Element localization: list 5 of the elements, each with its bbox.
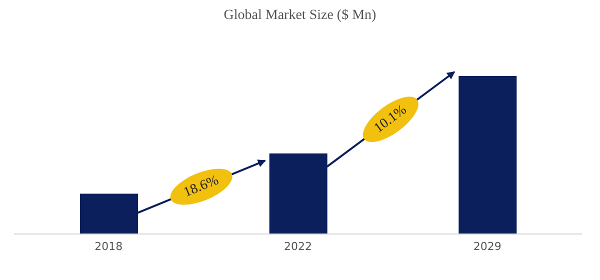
chart-title: Global Market Size ($ Mn) <box>222 8 378 24</box>
x-tick-label: 2018 <box>94 240 123 253</box>
x-tick-label: 2022 <box>284 240 312 253</box>
annotation: 18.6% <box>182 172 222 201</box>
x-tick-label: 2029 <box>473 240 502 253</box>
